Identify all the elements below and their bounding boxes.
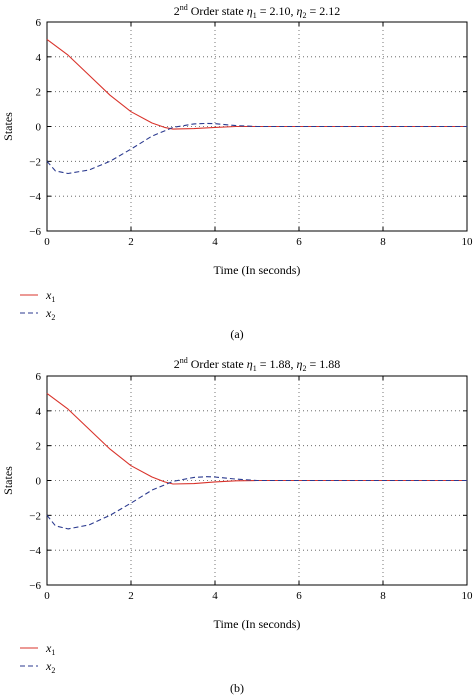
- x-tick-label: 4: [212, 236, 218, 248]
- legend-label-x1: x1: [45, 288, 55, 304]
- legend-symbol: x: [45, 306, 52, 320]
- series-line-x1: [46, 392, 467, 485]
- x-tick-label: 10: [462, 236, 474, 248]
- legend-symbol: x: [45, 659, 52, 673]
- x-axis-label: Time (In seconds): [214, 617, 301, 631]
- y-tick-label: 4: [36, 406, 42, 418]
- chart-title: 2nd Order state η1 = 2.10, η2 = 2.12: [174, 3, 340, 20]
- x-tick-label: 6: [296, 236, 302, 248]
- y-tick-label: 2: [36, 441, 42, 453]
- title-subscript1: 1: [253, 364, 257, 373]
- x-tick-label: 8: [380, 590, 386, 602]
- y-tick-label: −4: [29, 545, 41, 557]
- legend-symbol: x: [45, 288, 52, 302]
- title-main: Order state: [188, 357, 247, 371]
- legend-label-x2: x2: [45, 659, 55, 675]
- series-line-x1: [46, 38, 467, 130]
- legend-label-x1: x1: [45, 641, 55, 657]
- y-tick-label: 0: [36, 476, 42, 488]
- title-value2: = 2.12: [306, 4, 340, 18]
- title-subscript1: 1: [253, 11, 257, 20]
- title-lead: 2: [174, 357, 180, 371]
- legend-subscript: 2: [51, 666, 55, 675]
- series-line-x2: [46, 122, 467, 175]
- x-tick-label: 10: [462, 590, 474, 602]
- title-value1: = 1.88,: [257, 357, 297, 371]
- panel-caption: (a): [230, 327, 243, 341]
- y-axis-label: States: [1, 112, 15, 141]
- chart-panel-b: 2nd Order state η1 = 1.88, η2 = 1.880 2 4 6…: [1, 356, 473, 695]
- chart-title: 2nd Order state η1 = 1.88, η2 = 1.88: [174, 356, 340, 373]
- title-main: Order state: [188, 4, 247, 18]
- y-axis-label: States: [1, 466, 15, 495]
- title-superscript: nd: [180, 356, 188, 365]
- legend-subscript: 2: [51, 313, 55, 322]
- y-tick-label: −2: [29, 510, 41, 522]
- x-axis-label: Time (In seconds): [214, 263, 301, 277]
- y-tick-label: 6: [36, 371, 42, 383]
- y-tick-label: −6: [29, 226, 41, 238]
- title-superscript: nd: [180, 3, 188, 12]
- x-tick-label: 0: [44, 236, 50, 248]
- title-eta1: η: [247, 357, 253, 371]
- y-tick-label: 0: [36, 122, 42, 134]
- y-tick-label: −6: [29, 580, 41, 592]
- y-tick-label: −2: [29, 156, 41, 168]
- panel-caption: (b): [230, 681, 244, 695]
- title-subscript2: 2: [302, 364, 306, 373]
- x-tick-label: 2: [128, 236, 134, 248]
- title-value1: = 2.10,: [257, 4, 297, 18]
- y-tick-label: 6: [36, 17, 42, 29]
- title-eta1: η: [247, 4, 253, 18]
- legend-subscript: 1: [51, 648, 55, 657]
- title-eta2: η: [296, 357, 302, 371]
- title-value2: = 1.88: [306, 357, 340, 371]
- series-line-x2: [46, 476, 467, 530]
- x-tick-label: 8: [380, 236, 386, 248]
- x-tick-label: 4: [212, 590, 218, 602]
- legend-symbol: x: [45, 641, 52, 655]
- y-tick-label: 2: [36, 87, 42, 99]
- legend-subscript: 1: [51, 295, 55, 304]
- title-lead: 2: [174, 4, 180, 18]
- chart-panel-a: 2nd Order state η1 = 2.10, η2 = 2.120 2 4 6…: [1, 3, 473, 341]
- x-tick-label: 6: [296, 590, 302, 602]
- legend-label-x2: x2: [45, 306, 55, 322]
- title-eta2: η: [296, 4, 302, 18]
- title-subscript2: 2: [302, 11, 306, 20]
- x-tick-label: 2: [128, 590, 134, 602]
- y-tick-label: −4: [29, 191, 41, 203]
- y-tick-label: 4: [36, 52, 42, 64]
- x-tick-label: 0: [44, 590, 50, 602]
